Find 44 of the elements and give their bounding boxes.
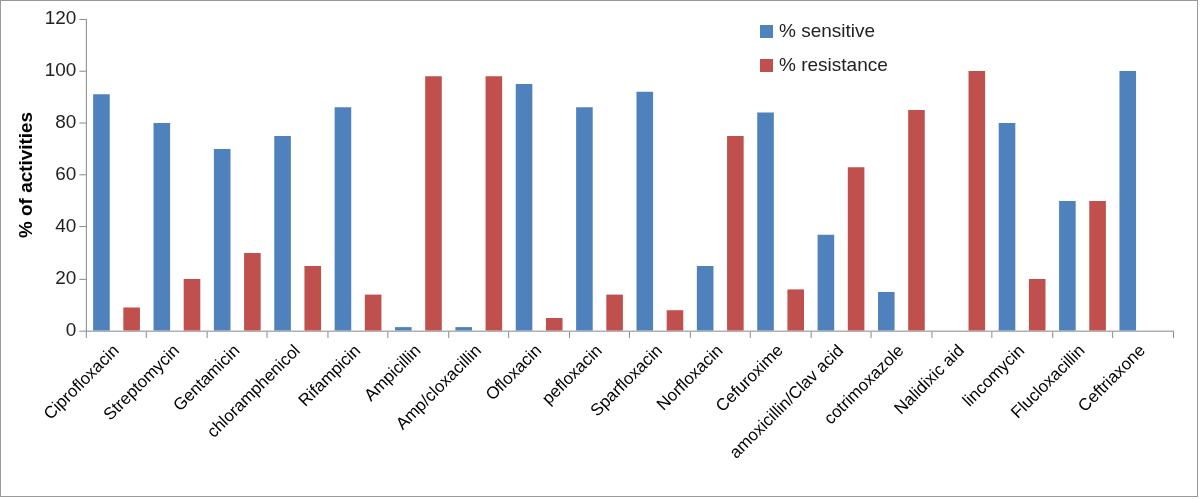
bar [1059, 200, 1076, 331]
bar [545, 318, 563, 331]
bar [213, 148, 231, 331]
bar [636, 91, 654, 331]
bar [123, 307, 140, 331]
bar [847, 167, 865, 331]
legend-label: % resistance [779, 53, 888, 77]
bar [304, 266, 322, 331]
bar [395, 327, 412, 331]
bar [183, 279, 201, 331]
bar [968, 70, 986, 331]
bar [425, 76, 442, 331]
y-tick-label: 20 [55, 267, 77, 289]
bar [153, 122, 171, 331]
bar [244, 253, 261, 331]
bar [576, 107, 593, 331]
bar [606, 294, 623, 331]
y-tick-label: 60 [55, 163, 77, 185]
bar [1028, 279, 1046, 331]
bar [877, 292, 895, 331]
bar [515, 83, 533, 331]
bar [817, 234, 835, 331]
bar [485, 76, 503, 331]
bar [727, 135, 744, 331]
y-tick-label: 80 [55, 111, 77, 133]
bar [455, 327, 472, 331]
bar [908, 109, 925, 331]
y-axis-title: % of activities [14, 111, 36, 239]
bar [274, 135, 291, 331]
bar [93, 94, 110, 331]
y-tick-label: 100 [44, 59, 77, 81]
y-tick-label: 40 [55, 215, 77, 237]
bar [334, 107, 352, 331]
bar [1119, 70, 1137, 331]
bar [1089, 200, 1106, 331]
y-tick-label: 120 [44, 7, 77, 29]
y-tick-label: 0 [65, 319, 77, 341]
legend-label: % sensitive [779, 19, 876, 43]
bar [787, 289, 805, 331]
bar [998, 122, 1016, 331]
bar [666, 310, 684, 331]
bar [757, 112, 774, 331]
bar [696, 266, 714, 331]
bar [364, 294, 382, 331]
